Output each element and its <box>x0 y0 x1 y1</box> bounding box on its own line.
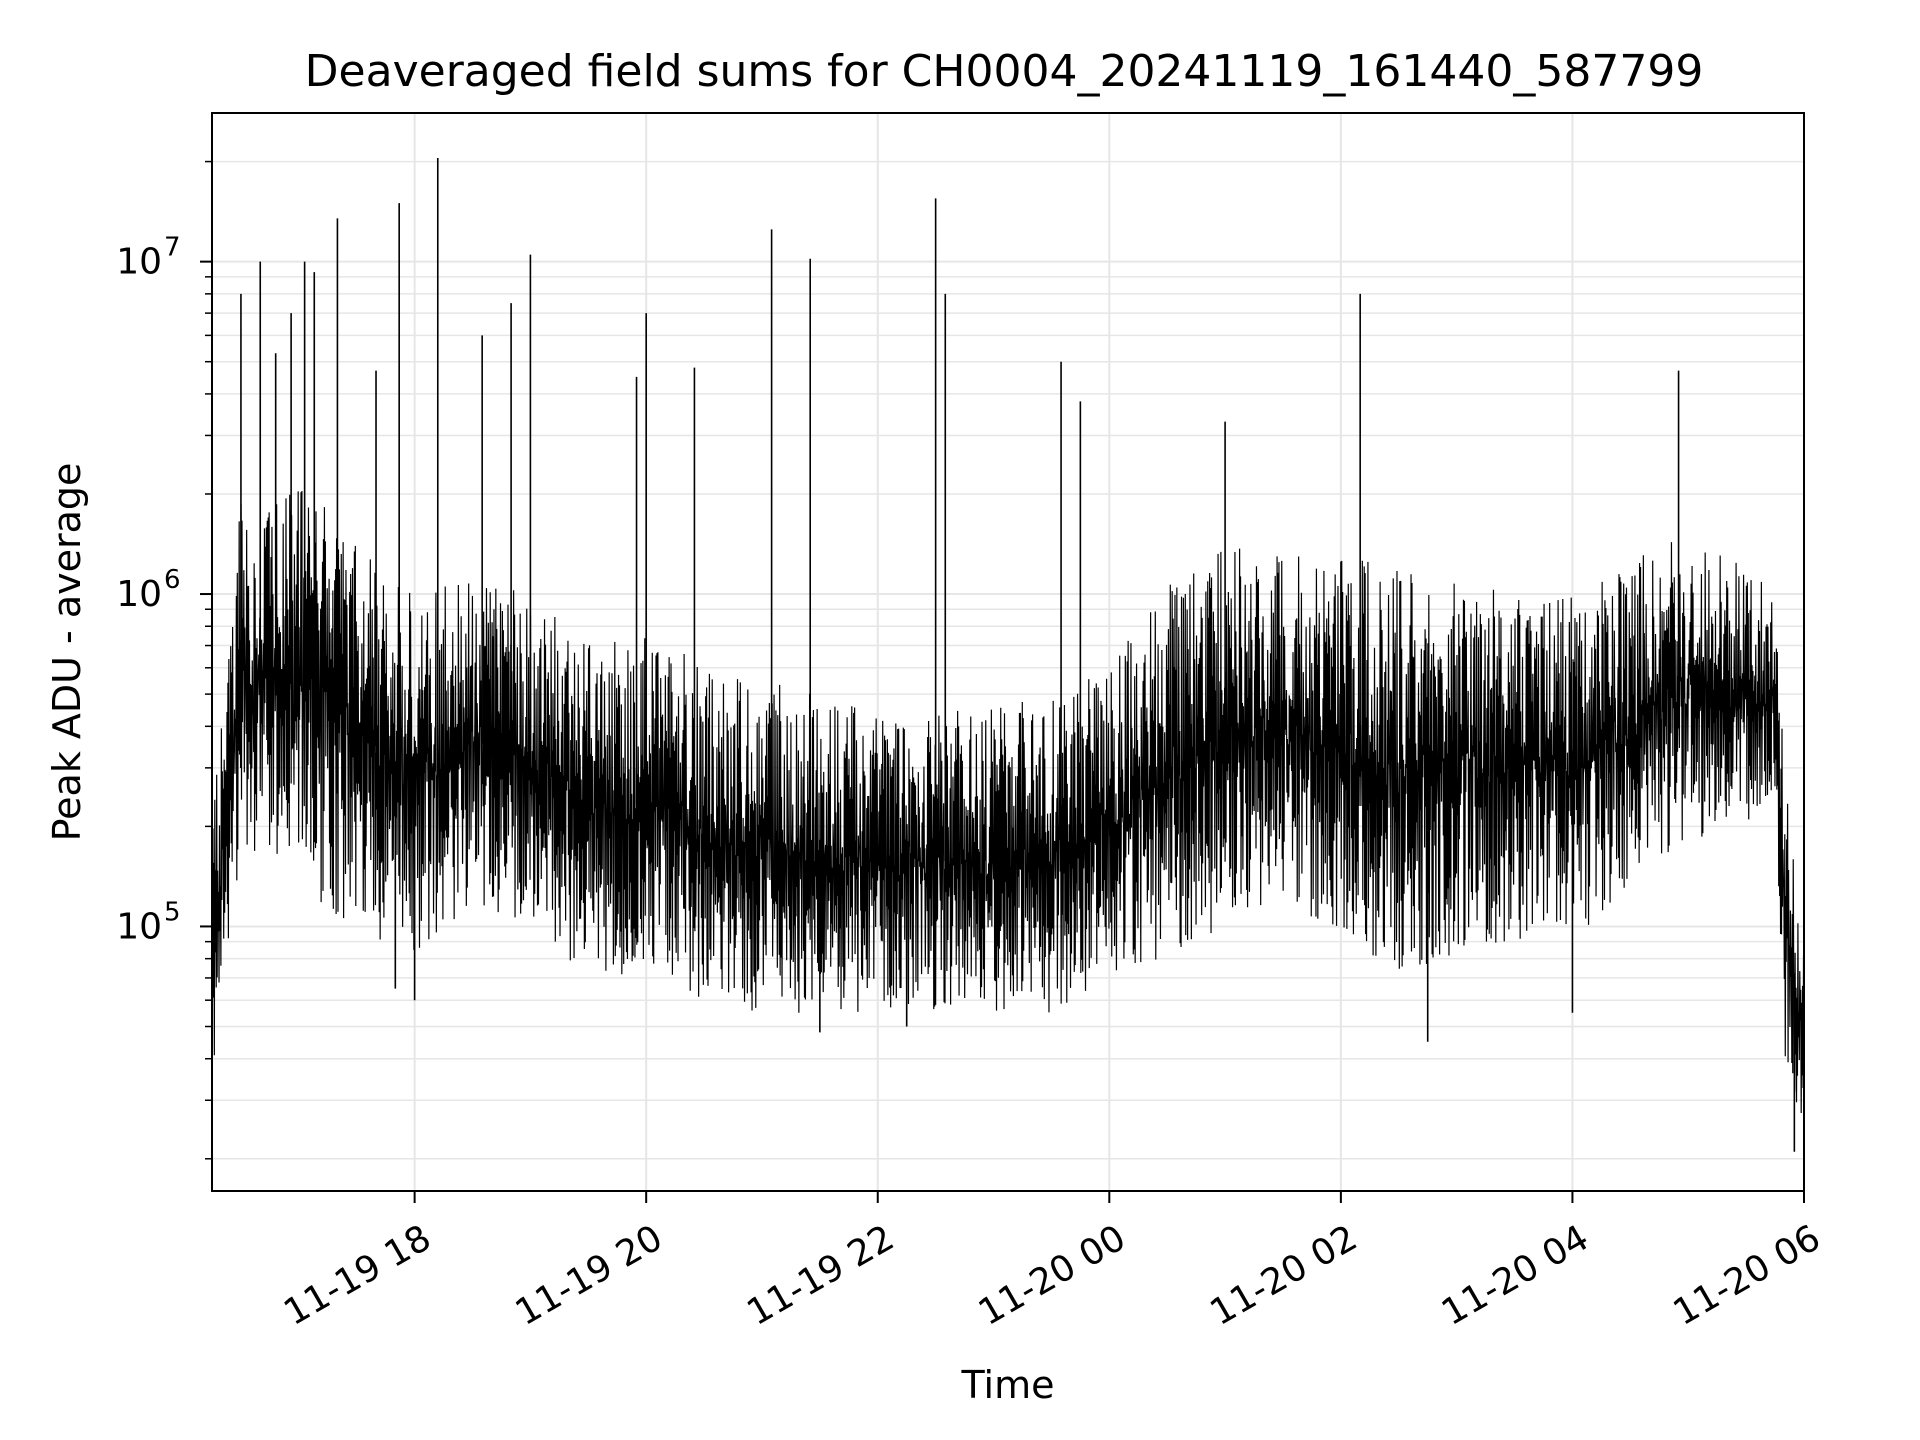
y-tick-label-exponent: 5 <box>164 897 181 927</box>
y-tick-label: 10 <box>116 574 162 615</box>
y-tick-label-exponent: 6 <box>164 565 181 595</box>
series-trace <box>211 490 1805 1135</box>
y-tick-label: 10 <box>116 906 162 947</box>
x-axis-label: Time <box>961 1363 1055 1407</box>
chart-title: Deaveraged field sums for CH0004_2024111… <box>305 46 1704 97</box>
series-line <box>211 158 1805 1152</box>
y-tick-label: 10 <box>116 242 162 283</box>
y-axis-label: Peak ADU - average <box>45 463 89 842</box>
y-tick-label-exponent: 7 <box>164 233 181 263</box>
plot-frame <box>211 112 1805 1192</box>
plot-area <box>211 112 1805 1192</box>
plot-background <box>212 113 1804 1191</box>
